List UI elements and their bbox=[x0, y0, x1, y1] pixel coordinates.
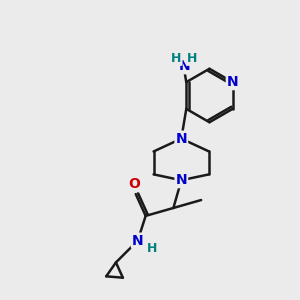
Text: N: N bbox=[178, 59, 190, 73]
Text: H: H bbox=[171, 52, 182, 65]
Text: H: H bbox=[187, 52, 197, 65]
Text: N: N bbox=[132, 234, 143, 248]
Text: N: N bbox=[176, 173, 187, 187]
Text: N: N bbox=[227, 75, 239, 89]
Text: H: H bbox=[146, 242, 157, 255]
Text: N: N bbox=[176, 132, 187, 145]
Text: O: O bbox=[128, 177, 140, 191]
